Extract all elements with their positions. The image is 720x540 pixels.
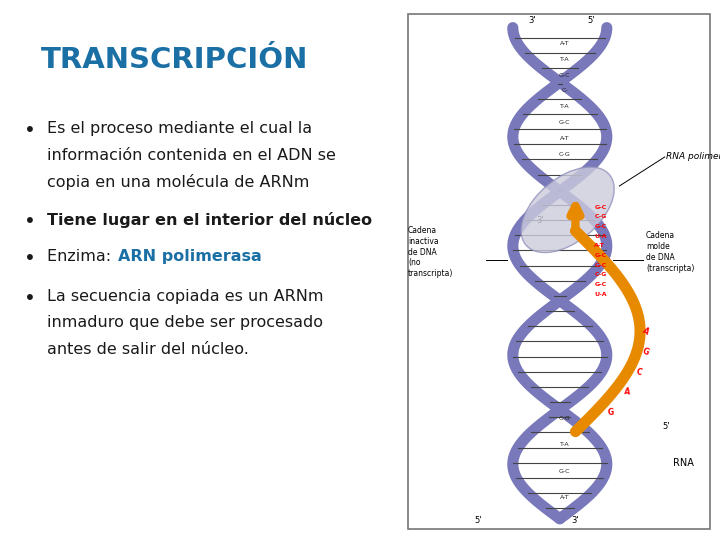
Text: G: G bbox=[608, 408, 614, 417]
Text: •: • bbox=[24, 289, 36, 308]
Text: G-C: G-C bbox=[594, 205, 606, 210]
Text: C-G: C-G bbox=[559, 416, 570, 421]
Text: 3': 3' bbox=[572, 516, 580, 525]
Text: G-C: G-C bbox=[559, 120, 570, 125]
Text: C: C bbox=[636, 367, 643, 377]
Text: A-T: A-T bbox=[559, 136, 570, 141]
Text: A-T: A-T bbox=[559, 41, 570, 46]
Text: A-T: A-T bbox=[559, 495, 570, 500]
Text: 5': 5' bbox=[474, 516, 482, 525]
Text: G-C: G-C bbox=[559, 73, 570, 78]
Text: 5': 5' bbox=[662, 422, 670, 431]
Text: U-A: U-A bbox=[594, 234, 607, 239]
Text: A-T: A-T bbox=[594, 244, 605, 248]
Text: •: • bbox=[24, 122, 36, 140]
Text: C-G: C-G bbox=[594, 214, 607, 219]
Text: RNA: RNA bbox=[672, 458, 693, 468]
Text: Cadena
inactiva
de DNA
(no
transcripta): Cadena inactiva de DNA (no transcripta) bbox=[408, 226, 454, 278]
Text: C-G: C-G bbox=[559, 152, 570, 157]
Ellipse shape bbox=[521, 167, 614, 253]
Text: TRANSCRIPCIÓN: TRANSCRIPCIÓN bbox=[41, 46, 309, 74]
Text: Cadena
molde
de DNA
(transcripta): Cadena molde de DNA (transcripta) bbox=[646, 232, 694, 273]
Text: ARN polimerasa: ARN polimerasa bbox=[118, 249, 262, 265]
Text: Enzima:: Enzima: bbox=[47, 249, 116, 265]
Text: U-A: U-A bbox=[594, 292, 607, 297]
Text: G-C: G-C bbox=[594, 282, 606, 287]
Text: C-: C- bbox=[561, 89, 568, 93]
Text: A: A bbox=[641, 327, 650, 337]
Text: 5': 5' bbox=[588, 17, 595, 25]
Text: 3': 3' bbox=[528, 17, 536, 25]
Text: Es el proceso mediante el cual la: Es el proceso mediante el cual la bbox=[47, 122, 312, 137]
Text: G-C: G-C bbox=[594, 253, 606, 258]
Text: C-G: C-G bbox=[594, 273, 607, 278]
Text: T-A: T-A bbox=[559, 442, 570, 447]
Text: •: • bbox=[24, 249, 36, 268]
Text: A: A bbox=[624, 387, 631, 397]
Text: 3': 3' bbox=[536, 216, 544, 225]
Text: •: • bbox=[24, 212, 36, 231]
Text: T-A: T-A bbox=[559, 104, 570, 109]
Text: copia en una molécula de ARNm: copia en una molécula de ARNm bbox=[47, 174, 309, 191]
Text: La secuencia copiada es un ARNm: La secuencia copiada es un ARNm bbox=[47, 289, 323, 304]
Text: G-C: G-C bbox=[559, 469, 570, 474]
Text: T-A: T-A bbox=[559, 57, 570, 62]
Text: Tiene lugar en el interior del núcleo: Tiene lugar en el interior del núcleo bbox=[47, 212, 372, 228]
Text: G: G bbox=[641, 347, 650, 357]
Text: G-C: G-C bbox=[594, 224, 606, 229]
Text: antes de salir del núcleo.: antes de salir del núcleo. bbox=[47, 342, 248, 357]
Text: RNA polimerasa: RNA polimerasa bbox=[666, 152, 720, 161]
Text: G-C: G-C bbox=[594, 263, 606, 268]
Text: inmaduro que debe ser procesado: inmaduro que debe ser procesado bbox=[47, 315, 323, 330]
Text: información contenida en el ADN se: información contenida en el ADN se bbox=[47, 148, 336, 163]
